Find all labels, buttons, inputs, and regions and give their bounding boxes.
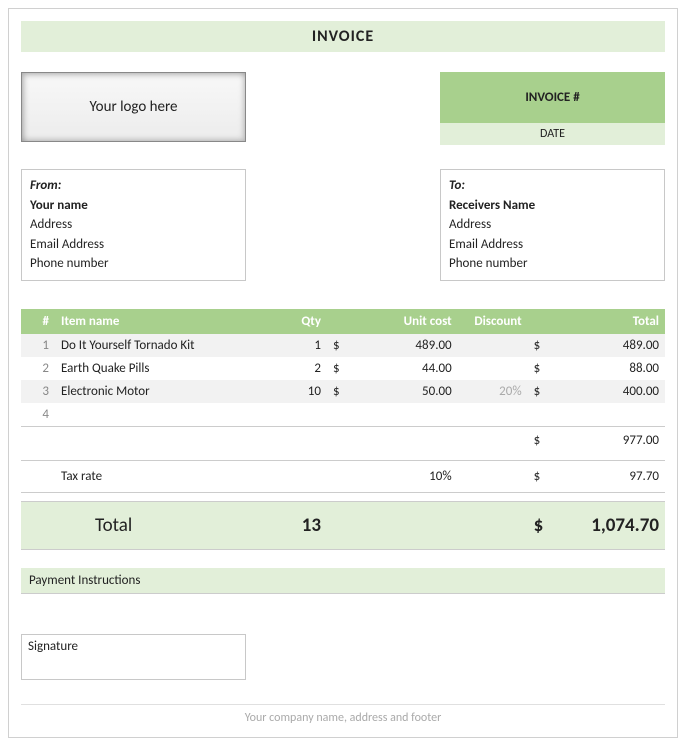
row-total-value: [543, 403, 665, 427]
col-unit: Unit cost: [327, 309, 458, 334]
total-currency: $: [528, 501, 544, 549]
row-unit-value: [340, 403, 458, 427]
row-total-currency: [528, 403, 544, 427]
from-box: From: Your name Address Email Address Ph…: [21, 169, 246, 281]
col-item: Item name: [55, 309, 277, 334]
row-item-name: Electronic Motor: [55, 380, 277, 403]
col-num: #: [21, 309, 55, 334]
table-row: 3Electronic Motor10$50.0020%$400.00: [21, 380, 665, 403]
from-address: Address: [30, 215, 237, 235]
logo-placeholder: Your logo here: [21, 72, 246, 142]
header-row: Your logo here INVOICE # DATE: [21, 72, 665, 145]
to-email: Email Address: [449, 235, 656, 255]
from-email: Email Address: [30, 235, 237, 255]
row-total-value: 400.00: [543, 380, 665, 403]
subtotal-value: 977.00: [543, 426, 665, 452]
row-unit-currency: $: [327, 334, 340, 357]
page-title: INVOICE: [21, 21, 665, 52]
row-unit-value: 489.00: [340, 334, 458, 357]
invoice-meta: INVOICE # DATE: [440, 72, 665, 145]
to-heading: To:: [449, 176, 656, 196]
row-num: 4: [21, 403, 55, 427]
row-unit-currency: [327, 403, 340, 427]
header-spacer: [266, 72, 420, 145]
row-total-currency: $: [528, 334, 544, 357]
signature-box: Signature: [21, 634, 246, 680]
row-qty: 1: [277, 334, 327, 357]
row-num: 2: [21, 357, 55, 380]
tax-currency: $: [528, 460, 544, 492]
invoice-number-label: INVOICE #: [440, 72, 665, 123]
to-phone: Phone number: [449, 254, 656, 274]
table-row: 1Do It Yourself Tornado Kit1$489.00$489.…: [21, 334, 665, 357]
row-unit-currency: $: [327, 357, 340, 380]
row-total-value: 489.00: [543, 334, 665, 357]
tax-label: Tax rate: [55, 460, 277, 492]
row-item-name: Earth Quake Pills: [55, 357, 277, 380]
invoice-page: INVOICE Your logo here INVOICE # DATE Fr…: [8, 8, 678, 738]
total-label: Total: [55, 501, 277, 549]
total-value: 1,074.70: [543, 501, 665, 549]
col-discount: Discount: [458, 309, 528, 334]
row-total-value: 88.00: [543, 357, 665, 380]
subtotal-row: $ 977.00: [21, 426, 665, 452]
row-qty: 10: [277, 380, 327, 403]
tax-amount: 97.70: [543, 460, 665, 492]
row-item-name: [55, 403, 277, 427]
tax-rate: 10%: [340, 460, 458, 492]
table-row: 4: [21, 403, 665, 427]
row-unit-currency: $: [327, 380, 340, 403]
row-total-currency: $: [528, 380, 544, 403]
to-box: To: Receivers Name Address Email Address…: [440, 169, 665, 281]
row-num: 3: [21, 380, 55, 403]
footer-text: Your company name, address and footer: [21, 704, 665, 725]
row-discount: [458, 334, 528, 357]
items-table: # Item name Qty Unit cost Discount Total…: [21, 309, 665, 550]
row-unit-value: 44.00: [340, 357, 458, 380]
row-discount: 20%: [458, 380, 528, 403]
tax-row: Tax rate 10% $ 97.70: [21, 460, 665, 492]
col-qty: Qty: [277, 309, 327, 334]
subtotal-currency: $: [528, 426, 544, 452]
row-discount: [458, 403, 528, 427]
row-num: 1: [21, 334, 55, 357]
invoice-date-label: DATE: [440, 123, 665, 145]
to-address: Address: [449, 215, 656, 235]
to-name: Receivers Name: [449, 196, 656, 216]
from-heading: From:: [30, 176, 237, 196]
total-qty: 13: [277, 501, 327, 549]
table-row: 2Earth Quake Pills2$44.00$88.00: [21, 357, 665, 380]
row-item-name: Do It Yourself Tornado Kit: [55, 334, 277, 357]
row-total-currency: $: [528, 357, 544, 380]
address-row: From: Your name Address Email Address Ph…: [21, 169, 665, 281]
payment-instructions-label: Payment Instructions: [21, 568, 665, 594]
from-name: Your name: [30, 196, 237, 216]
row-qty: [277, 403, 327, 427]
row-qty: 2: [277, 357, 327, 380]
from-phone: Phone number: [30, 254, 237, 274]
total-row: Total 13 $ 1,074.70: [21, 501, 665, 549]
row-discount: [458, 357, 528, 380]
table-header-row: # Item name Qty Unit cost Discount Total: [21, 309, 665, 334]
row-unit-value: 50.00: [340, 380, 458, 403]
col-total: Total: [528, 309, 665, 334]
